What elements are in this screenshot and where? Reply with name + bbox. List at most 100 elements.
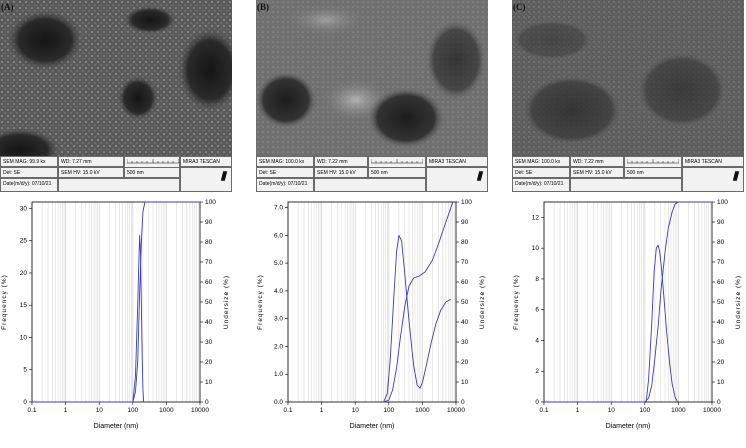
y2-tick-label: 100 xyxy=(461,199,472,206)
y2-tick-label: 80 xyxy=(205,239,213,246)
x-tick-label: 1 xyxy=(320,407,324,414)
sem-image-b: (B) SEM MAG: 100.0 kx WD: 7.22 mm MIRA3 … xyxy=(256,0,488,192)
frequency-curve xyxy=(132,235,145,403)
y-tick-label: 10 xyxy=(20,334,28,341)
x-tick-label: 0.1 xyxy=(27,407,36,414)
x-tick-label: 1 xyxy=(576,407,580,414)
sem-empty-b xyxy=(314,178,426,192)
sem-hv-b: SEM HV: 15.0 kV xyxy=(314,167,368,178)
sem-info-bar-c: SEM MAG: 100.0 kx WD: 7.22 mm MIRA3 TESC… xyxy=(512,156,744,192)
y2-tick-label: 100 xyxy=(717,199,728,206)
tescan-logo-icon xyxy=(476,171,484,181)
sem-scale-label-b: 500 nm xyxy=(368,167,426,178)
y2-axis-label: Undersize (%) xyxy=(735,275,742,329)
y-tick-label: 5.0 xyxy=(274,260,283,267)
y2-tick-label: 40 xyxy=(205,319,213,326)
x-tick-label: 10 xyxy=(96,407,104,414)
panel-a: (A) SEM MAG: 99.9 kx WD: 7.27 mm MIRA3 T… xyxy=(0,0,232,448)
sem-wd-a: WD: 7.27 mm xyxy=(58,156,124,167)
sem-date-b: Date(m/d/y): 07/10/21 xyxy=(256,178,314,192)
y-tick-label: 8 xyxy=(535,276,539,283)
panel-c: (C) SEM MAG: 100.0 kx WD: 7.22 mm MIRA3 … xyxy=(512,0,744,448)
y2-tick-label: 30 xyxy=(205,339,213,346)
y2-tick-label: 70 xyxy=(717,259,725,266)
y-axis-label: Frequency (%) xyxy=(1,274,8,330)
y-tick-label: 2.0 xyxy=(274,343,283,350)
sem-det-b: Det: SE xyxy=(256,167,314,178)
y2-tick-label: 60 xyxy=(461,279,469,286)
sem-scale-label-a: 500 nm xyxy=(124,167,180,178)
sem-info-bar-b: SEM MAG: 100.0 kx WD: 7.22 mm MIRA3 TESC… xyxy=(256,156,488,192)
x-tick-label: 100 xyxy=(639,407,650,414)
y2-tick-label: 0 xyxy=(717,399,721,406)
sem-micrograph-c xyxy=(512,0,744,156)
y2-tick-label: 30 xyxy=(717,339,725,346)
sem-det-c: Det: SE xyxy=(512,167,570,178)
y-tick-label: 1.0 xyxy=(274,371,283,378)
undersize-curve xyxy=(544,201,712,403)
sem-image-a: (A) SEM MAG: 99.9 kx WD: 7.27 mm MIRA3 T… xyxy=(0,0,232,192)
sem-micrograph-a xyxy=(0,0,232,156)
tescan-logo-icon xyxy=(220,171,228,181)
x-tick-label: 0.1 xyxy=(539,407,548,414)
y-tick-label: 25 xyxy=(20,238,28,245)
y-tick-label: 6.0 xyxy=(274,232,283,239)
y-tick-label: 15 xyxy=(20,302,28,309)
chart-b: 0.1 1 10 100 1000 100000.01.02.03.04.05.06.07… xyxy=(257,199,486,430)
sem-micrograph-b xyxy=(256,0,488,156)
y2-tick-label: 0 xyxy=(205,399,209,406)
y-tick-label: 7.0 xyxy=(274,205,283,212)
sem-image-c: (C) SEM MAG: 100.0 kx WD: 7.22 mm MIRA3 … xyxy=(512,0,744,192)
sem-info-bar-a: SEM MAG: 99.9 kx WD: 7.27 mm MIRA3 TESCA… xyxy=(0,156,232,192)
sem-det-a: Det: SE xyxy=(0,167,58,178)
sem-brand-b: MIRA3 TESCAN xyxy=(426,156,488,167)
x-tick-label: 1000 xyxy=(415,407,430,414)
sem-scale-label-c: 500 nm xyxy=(624,167,682,178)
y2-tick-label: 10 xyxy=(205,379,213,386)
y2-tick-label: 20 xyxy=(717,359,725,366)
y2-tick-label: 90 xyxy=(205,219,213,226)
sem-empty-a xyxy=(58,178,180,192)
x-tick-label: 100 xyxy=(127,407,138,414)
sem-brand-a: MIRA3 TESCAN xyxy=(180,156,232,167)
panel-label-c: (C) xyxy=(513,2,526,12)
panel-b: (B) SEM MAG: 100.0 kx WD: 7.22 mm MIRA3 … xyxy=(256,0,488,448)
x-tick-label: 10 xyxy=(608,407,616,414)
y2-tick-label: 10 xyxy=(461,379,469,386)
y-tick-label: 4.0 xyxy=(274,288,283,295)
frequency-curve xyxy=(645,244,679,403)
y2-tick-label: 70 xyxy=(461,259,469,266)
y2-tick-label: 10 xyxy=(717,379,725,386)
panel-label-b: (B) xyxy=(257,2,269,12)
y2-tick-label: 30 xyxy=(461,339,469,346)
y2-tick-label: 50 xyxy=(717,299,725,306)
y-tick-label: 12 xyxy=(532,214,540,221)
y2-tick-label: 50 xyxy=(205,299,213,306)
y2-tick-label: 40 xyxy=(461,319,469,326)
sem-hv-a: SEM HV: 15.0 kV xyxy=(58,167,124,178)
x-tick-label: 10000 xyxy=(191,407,209,414)
x-tick-label: 100 xyxy=(383,407,394,414)
sem-mag-c: SEM MAG: 100.0 kx xyxy=(512,156,570,167)
y2-tick-label: 70 xyxy=(205,259,213,266)
sem-date-a: Date(m/d/y): 07/10/21 xyxy=(0,178,58,192)
plot-frame xyxy=(287,201,457,403)
y2-axis-label: Undersize (%) xyxy=(479,275,486,329)
y-tick-label: 10 xyxy=(532,245,540,252)
y2-tick-label: 20 xyxy=(205,359,213,366)
y2-tick-label: 60 xyxy=(717,279,725,286)
y2-tick-label: 80 xyxy=(717,239,725,246)
y2-tick-label: 0 xyxy=(461,399,465,406)
y2-tick-label: 40 xyxy=(717,319,725,326)
x-tick-label: 0.1 xyxy=(283,407,292,414)
y-tick-label: 2 xyxy=(535,368,539,375)
y2-tick-label: 90 xyxy=(461,219,469,226)
y-tick-label: 4 xyxy=(535,337,539,344)
panel-label-a: (A) xyxy=(1,2,14,12)
y-tick-label: 0 xyxy=(535,399,539,406)
y2-axis-label: Undersize (%) xyxy=(223,275,230,329)
frequency-curve xyxy=(383,234,452,403)
sem-logo-a xyxy=(180,167,232,192)
sem-hv-c: SEM HV: 15.0 kV xyxy=(570,167,624,178)
plot-frame xyxy=(31,201,201,403)
